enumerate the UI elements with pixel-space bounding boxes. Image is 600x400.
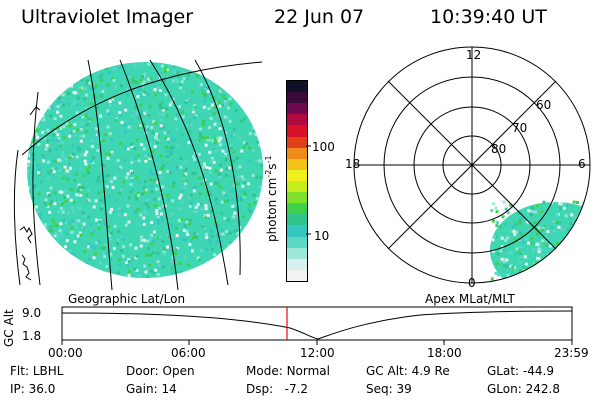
lat-lon-grid (13, 59, 263, 290)
door-info: Door: Open (126, 364, 195, 378)
timeline-x-tick-2359: 23:59 (554, 346, 589, 360)
timeline-x-tick-0000: 00:00 (48, 346, 83, 360)
timeline-x-tick-0600: 06:00 (171, 346, 206, 360)
gc-altitude-curve (61, 310, 573, 340)
colorbar-ticks (306, 145, 311, 235)
ip-info: IP: 36.0 (10, 382, 56, 396)
date-label: 22 Jun 07 (274, 6, 365, 28)
mlt-label-6: 6 (578, 157, 586, 171)
timeline-y-tick-min: 1.8 (22, 329, 42, 343)
timeline-x-tick-1800: 18:00 (427, 346, 462, 360)
instrument-title: Ultraviolet Imager (21, 6, 194, 28)
mode-info: Mode: Normal (246, 364, 330, 378)
mlat-label-80: 80 (491, 142, 507, 156)
gc-alt-info: GC Alt: 4.9 Re (366, 364, 450, 378)
geographic-image-panel (13, 59, 263, 290)
gc-altitude-timeline[interactable] (0, 300, 600, 350)
timeline-ticks (61, 340, 573, 345)
timeline-y-tick-max: 9.0 (22, 306, 42, 320)
filter-info: Flt: LBHL (10, 364, 64, 378)
mlat-label-60: 60 (536, 98, 552, 112)
dsp-info: Dsp: -7.2 (246, 382, 309, 396)
gain-info: Gain: 14 (126, 382, 177, 396)
sequence-info: Seq: 39 (366, 382, 412, 396)
polar-panel-label: Apex MLat/MLT (425, 292, 515, 306)
polar-grid (353, 46, 591, 284)
polar-mlt-panel (353, 46, 591, 284)
glon-info: GLon: 242.8 (487, 382, 560, 396)
time-label: 10:39:40 UT (430, 6, 547, 28)
mlt-label-0: 0 (468, 276, 476, 290)
colorbar (286, 80, 308, 282)
glat-info: GLat: -44.9 (487, 364, 554, 378)
mlt-label-12: 12 (466, 48, 482, 62)
mlat-label-70: 70 (512, 121, 528, 135)
geographic-panel-label: Geographic Lat/Lon (68, 292, 186, 306)
coastline (19, 106, 41, 281)
colorbar-tick-100: 100 (312, 140, 335, 154)
timeline-x-tick-1200: 12:00 (300, 346, 335, 360)
mlt-label-18: 18 (345, 157, 361, 171)
colorbar-unit-label: photon cm-2s-1 (264, 155, 279, 242)
colorbar-tick-10: 10 (314, 229, 330, 243)
